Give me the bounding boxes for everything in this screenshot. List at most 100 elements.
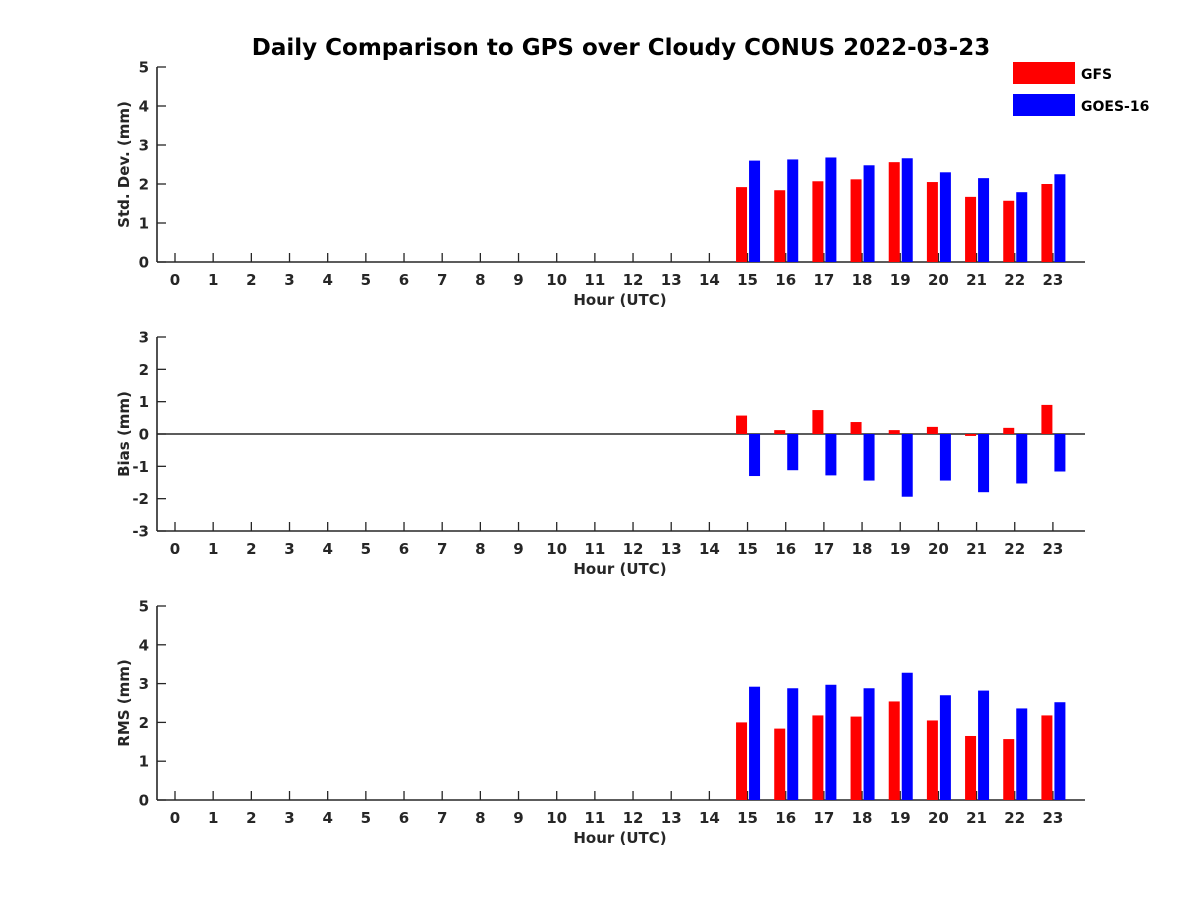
x-tick-label: 10 [546, 809, 567, 827]
bar-gfs-bias-mm-hour-22 [1003, 427, 1015, 434]
bar-gfs-rms-mm-hour-16 [774, 728, 786, 800]
bar-gfs-rms-mm-hour-15 [736, 722, 748, 800]
legend-swatch-gfs [1013, 62, 1075, 84]
x-tick-label: 8 [475, 809, 485, 827]
x-tick-label: 14 [699, 540, 720, 558]
x-tick-label: 18 [852, 540, 873, 558]
x-axis-label: Hour (UTC) [573, 829, 666, 847]
x-tick-label: 0 [170, 809, 180, 827]
x-tick-label: 18 [852, 271, 873, 289]
x-tick-label: 6 [399, 271, 409, 289]
bar-gfs-bias-mm-hour-16 [774, 430, 786, 434]
x-tick-label: 9 [513, 540, 523, 558]
bar-goes-16-rms-mm-hour-22 [1016, 708, 1028, 800]
x-tick-label: 0 [170, 540, 180, 558]
bar-goes-16-std-dev-mm-hour-18 [863, 165, 875, 262]
x-tick-label: 2 [246, 809, 256, 827]
x-tick-label: 22 [1004, 540, 1025, 558]
bar-goes-16-std-dev-mm-hour-23 [1054, 174, 1066, 262]
y-tick-label: 4 [139, 636, 149, 654]
bar-gfs-bias-mm-hour-18 [850, 422, 862, 434]
x-tick-label: 10 [546, 540, 567, 558]
bar-goes-16-std-dev-mm-hour-19 [901, 158, 913, 262]
bar-gfs-bias-mm-hour-19 [888, 430, 900, 434]
y-tick-label: 4 [139, 98, 149, 116]
y-tick-label: 1 [139, 215, 149, 233]
x-tick-label: 18 [852, 809, 873, 827]
legend-label-goes16: GOES-16 [1081, 99, 1149, 115]
bar-goes-16-bias-mm-hour-16 [787, 434, 799, 471]
x-tick-label: 1 [208, 540, 218, 558]
x-tick-label: 12 [623, 809, 644, 827]
x-tick-label: 14 [699, 271, 720, 289]
y-tick-label: 3 [139, 137, 149, 155]
bar-goes-16-bias-mm-hour-19 [901, 434, 913, 497]
x-tick-label: 5 [361, 540, 371, 558]
x-tick-label: 5 [361, 809, 371, 827]
y-tick-label: 0 [139, 254, 149, 272]
y-axis-label: RMS (mm) [115, 659, 133, 746]
bar-gfs-std-dev-mm-hour-19 [888, 162, 900, 262]
x-tick-label: 19 [890, 809, 911, 827]
x-tick-label: 3 [284, 540, 294, 558]
bar-gfs-std-dev-mm-hour-15 [736, 187, 748, 262]
bar-goes-16-bias-mm-hour-20 [939, 434, 951, 481]
bar-goes-16-std-dev-mm-hour-17 [825, 157, 837, 262]
y-axis-label: Std. Dev. (mm) [115, 101, 133, 228]
x-tick-label: 15 [737, 271, 758, 289]
x-tick-label: 23 [1042, 271, 1063, 289]
x-tick-label: 7 [437, 271, 447, 289]
y-axis-label: Bias (mm) [115, 391, 133, 477]
x-tick-label: 20 [928, 271, 949, 289]
y-tick-label: 0 [139, 426, 149, 444]
bar-gfs-bias-mm-hour-17 [812, 410, 824, 434]
x-tick-label: 11 [584, 809, 605, 827]
bar-goes-16-rms-mm-hour-18 [863, 688, 875, 800]
x-tick-label: 11 [584, 271, 605, 289]
bar-goes-16-bias-mm-hour-18 [863, 434, 875, 481]
x-tick-label: 1 [208, 271, 218, 289]
bar-gfs-rms-mm-hour-18 [850, 716, 862, 800]
bar-goes-16-bias-mm-hour-23 [1054, 434, 1066, 472]
legend-label-gfs: GFS [1081, 67, 1112, 83]
x-tick-label: 16 [775, 809, 796, 827]
y-tick-label: 2 [139, 714, 149, 732]
x-tick-label: 9 [513, 271, 523, 289]
x-tick-label: 2 [246, 271, 256, 289]
x-tick-label: 21 [966, 540, 987, 558]
x-tick-label: 23 [1042, 809, 1063, 827]
y-tick-label: 1 [139, 393, 149, 411]
bar-gfs-std-dev-mm-hour-21 [965, 196, 977, 262]
x-tick-label: 5 [361, 271, 371, 289]
x-tick-label: 3 [284, 271, 294, 289]
x-tick-label: 17 [813, 809, 834, 827]
y-tick-label: 3 [139, 329, 149, 347]
x-tick-label: 4 [322, 271, 332, 289]
x-tick-label: 19 [890, 271, 911, 289]
bar-goes-16-bias-mm-hour-17 [825, 434, 837, 476]
x-tick-label: 10 [546, 271, 567, 289]
x-tick-label: 16 [775, 540, 796, 558]
bar-goes-16-rms-mm-hour-20 [939, 695, 951, 800]
y-tick-label: -1 [132, 458, 149, 476]
x-tick-label: 17 [813, 540, 834, 558]
x-tick-label: 20 [928, 540, 949, 558]
bar-goes-16-rms-mm-hour-23 [1054, 702, 1066, 800]
bar-gfs-std-dev-mm-hour-23 [1041, 184, 1053, 262]
bar-goes-16-rms-mm-hour-21 [978, 690, 990, 800]
bar-goes-16-std-dev-mm-hour-22 [1016, 192, 1028, 262]
x-tick-label: 3 [284, 809, 294, 827]
x-tick-label: 15 [737, 540, 758, 558]
y-tick-label: 5 [139, 598, 149, 616]
x-tick-label: 13 [661, 809, 682, 827]
x-tick-label: 13 [661, 540, 682, 558]
x-axis-label: Hour (UTC) [573, 291, 666, 309]
x-tick-label: 4 [322, 540, 332, 558]
x-tick-label: 17 [813, 271, 834, 289]
x-tick-label: 22 [1004, 271, 1025, 289]
x-tick-label: 1 [208, 809, 218, 827]
x-tick-label: 22 [1004, 809, 1025, 827]
